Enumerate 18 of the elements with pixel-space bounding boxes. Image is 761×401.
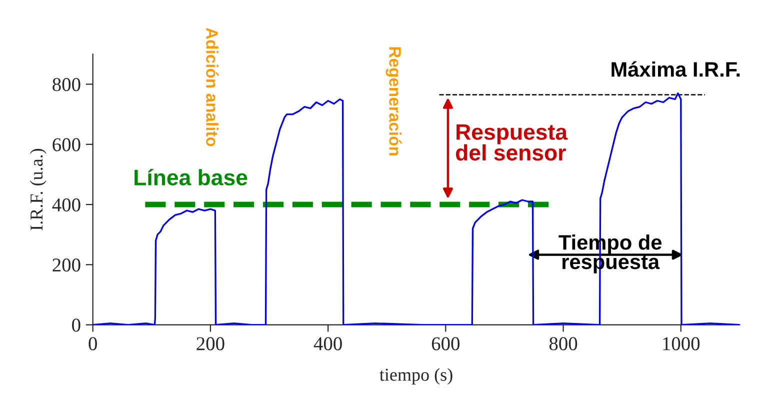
x-tick-label: 1000: [663, 337, 700, 350]
y-axis-title: I.R.F. (u.a.): [30, 148, 46, 230]
y-tick-label: 400: [52, 198, 80, 212]
annotation: Regeneración: [386, 47, 402, 156]
x-tick-label: 800: [549, 337, 578, 350]
y-tick-label: 800: [52, 78, 80, 92]
annotation: Respuesta del sensor: [456, 124, 568, 161]
annotation: Línea base: [134, 168, 248, 186]
x-tick-label: 400: [314, 337, 342, 350]
y-tick-label: 200: [52, 258, 80, 272]
x-tick-label: 0: [88, 337, 97, 350]
annotation: Adición analito: [206, 28, 218, 146]
x-tick-label: 200: [196, 337, 224, 350]
y-tick-label: 0: [72, 318, 80, 332]
x-axis-title: tiempo (s): [380, 368, 452, 385]
y-tick-label: 600: [52, 138, 80, 152]
annotation: Máxima I.R.F.: [612, 61, 740, 77]
x-tick-label: 600: [432, 337, 460, 350]
